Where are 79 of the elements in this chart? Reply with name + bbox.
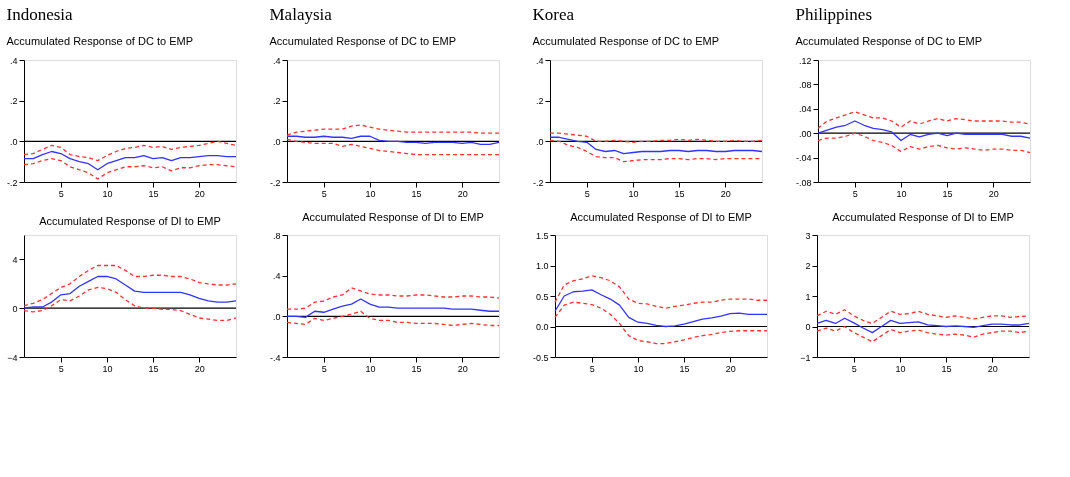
y-tick-label: -.2 <box>532 177 544 188</box>
y-tick-label: .4 <box>535 55 544 66</box>
x-tick-label: 15 <box>148 363 159 374</box>
y-tick-label: .2 <box>9 96 18 107</box>
y-tick-label: .0 <box>272 311 281 322</box>
chart-subtitle: Accumulated Response of DC to EMP <box>532 35 719 47</box>
y-tick-label: −4 <box>7 352 18 363</box>
x-tick-label: 10 <box>365 188 376 199</box>
x-tick-label: 15 <box>679 363 690 374</box>
y-tick-label: .0 <box>272 136 281 147</box>
x-tick-label: 5 <box>58 188 64 199</box>
chart-subtitle: Accumulated Response of DC to EMP <box>269 35 456 47</box>
x-tick-label: 5 <box>852 188 858 199</box>
y-tick-label: 0 <box>12 303 18 314</box>
y-tick-label: 4 <box>12 254 18 265</box>
x-tick-label: 10 <box>102 188 113 199</box>
x-tick-label: 10 <box>628 188 639 199</box>
x-tick-label: 5 <box>589 363 595 374</box>
y-tick-label: 1.0 <box>535 261 549 271</box>
y-tick-label: -.04 <box>795 153 812 164</box>
y-tick-label: .4 <box>272 271 281 282</box>
chart-title: Korea <box>532 5 575 24</box>
x-tick-label: 10 <box>633 363 644 374</box>
x-tick-label: 20 <box>194 363 205 374</box>
chart-title: Accumulated Response of DI to EMP <box>832 211 1014 223</box>
x-tick-label: 15 <box>674 188 685 199</box>
y-tick-label: -0.5 <box>532 352 549 363</box>
x-tick-label: 15 <box>942 188 953 199</box>
chart-subtitle: Accumulated Response of DC to EMP <box>795 35 982 47</box>
x-tick-label: 15 <box>411 363 422 374</box>
y-tick-label: .2 <box>535 96 544 107</box>
chart-title: Indonesia <box>6 5 74 24</box>
y-tick-label: 1 <box>805 291 811 302</box>
y-tick-label: -.2 <box>6 177 18 188</box>
chart-title: Philippines <box>795 5 873 24</box>
x-tick-label: 15 <box>148 188 159 199</box>
y-tick-label: −1 <box>800 352 811 363</box>
y-tick-label: 2 <box>805 261 811 271</box>
x-tick-label: 5 <box>58 363 64 374</box>
x-tick-label: 5 <box>321 363 327 374</box>
x-tick-label: 10 <box>102 363 113 374</box>
x-tick-label: 20 <box>988 188 999 199</box>
y-tick-label: .4 <box>9 55 18 66</box>
x-tick-label: 20 <box>725 363 736 374</box>
x-tick-label: 20 <box>987 363 998 374</box>
y-tick-label: -.2 <box>269 177 281 188</box>
x-tick-label: 5 <box>851 363 857 374</box>
x-tick-label: 5 <box>584 188 590 199</box>
chart-title: Accumulated Response of DI to EMP <box>570 211 752 223</box>
y-tick-label: 0.5 <box>535 291 549 302</box>
y-tick-label: -.4 <box>269 352 281 363</box>
x-tick-label: 20 <box>457 363 468 374</box>
x-tick-label: 20 <box>720 188 731 199</box>
chart-subtitle: Accumulated Response of DC to EMP <box>6 35 193 47</box>
x-tick-label: 10 <box>896 188 907 199</box>
y-tick-label: .2 <box>272 96 281 107</box>
x-tick-label: 15 <box>941 363 952 374</box>
y-tick-label: 0.0 <box>535 322 549 332</box>
y-tick-label: .8 <box>272 230 281 241</box>
y-tick-label: .0 <box>535 136 544 147</box>
x-tick-label: 20 <box>194 188 205 199</box>
x-tick-label: 15 <box>411 188 422 199</box>
y-tick-label: 1.5 <box>535 230 549 241</box>
chart-title: Accumulated Response of DI to EMP <box>302 211 484 223</box>
y-tick-label: .04 <box>798 104 812 115</box>
y-tick-label: .08 <box>798 79 812 90</box>
y-tick-label: .4 <box>272 55 281 66</box>
x-tick-label: 20 <box>457 188 468 199</box>
x-tick-label: 10 <box>895 363 906 374</box>
x-tick-label: 10 <box>365 363 376 374</box>
y-tick-label: 3 <box>805 230 811 241</box>
y-tick-label: -.08 <box>795 177 812 188</box>
y-tick-label: 0 <box>805 322 811 332</box>
y-tick-label: .12 <box>798 55 812 66</box>
chart-title: Malaysia <box>269 5 333 24</box>
y-tick-label: .00 <box>798 128 812 139</box>
x-tick-label: 5 <box>321 188 327 199</box>
y-tick-label: .0 <box>9 136 18 147</box>
chart-title: Accumulated Response of DI to EMP <box>39 215 221 227</box>
